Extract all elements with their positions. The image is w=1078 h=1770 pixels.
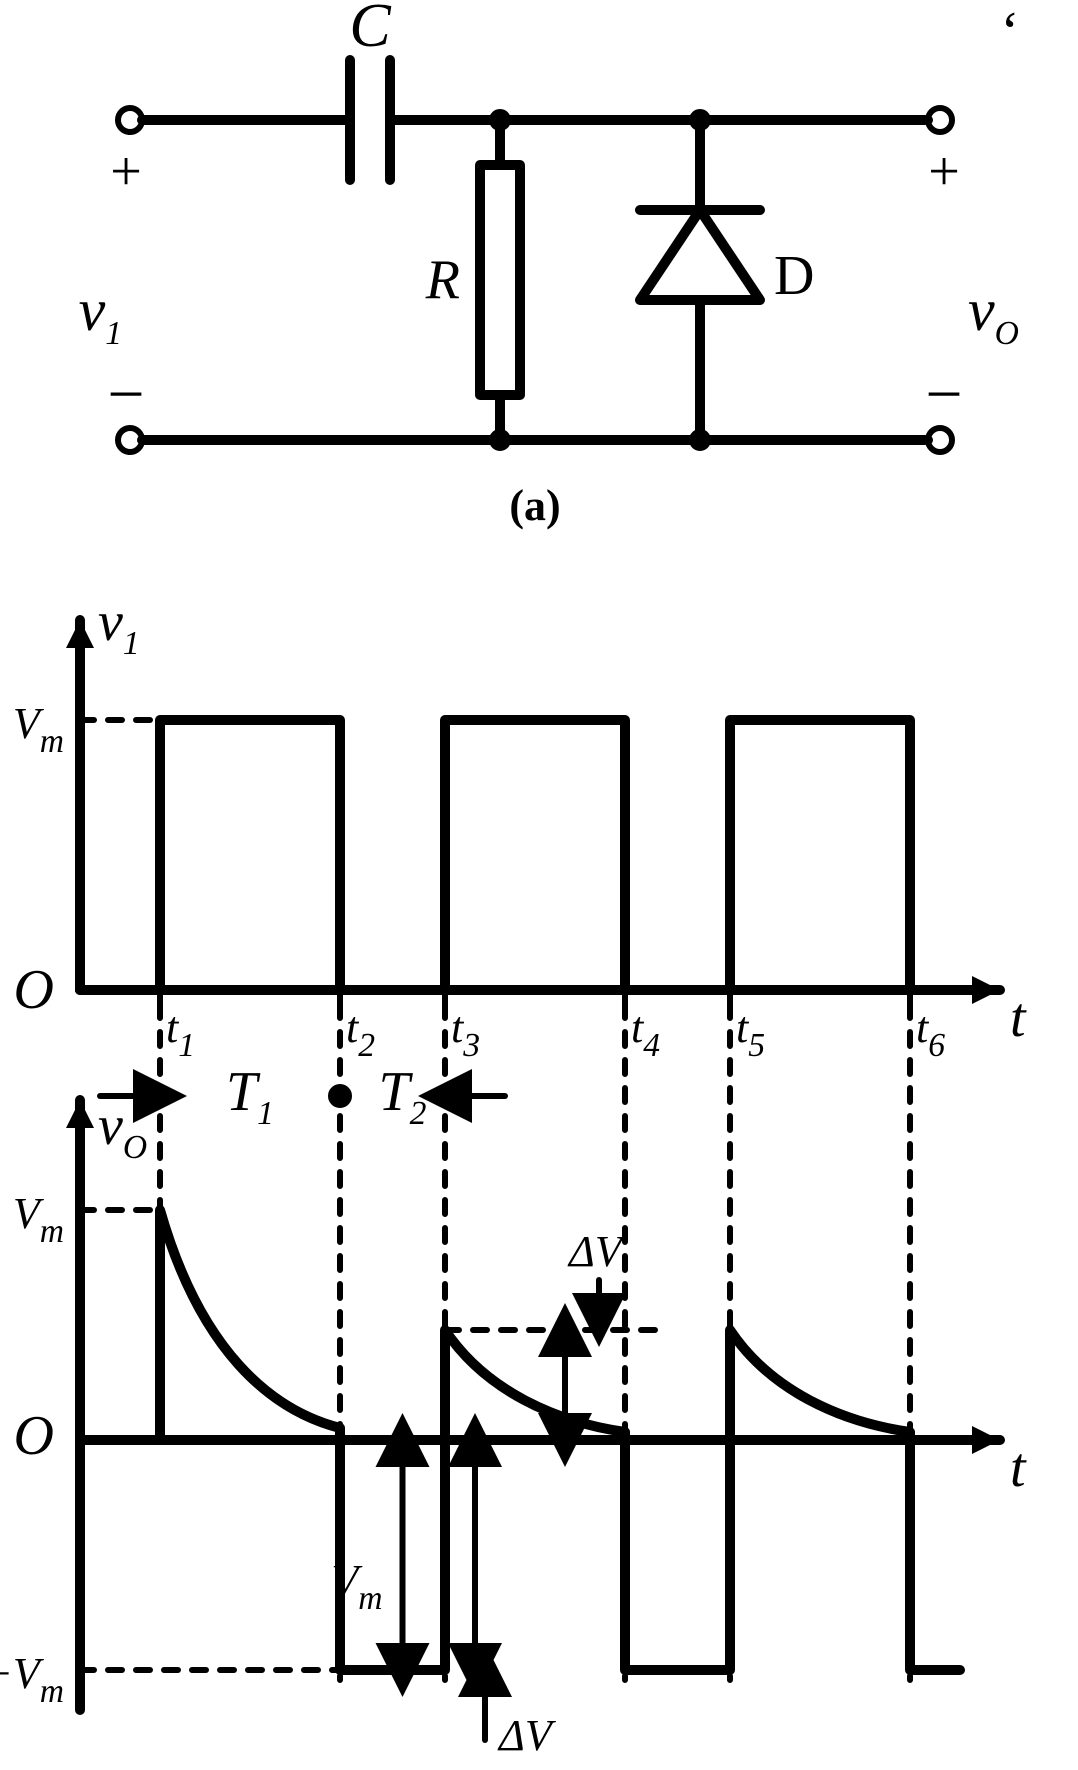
label-t3: t3 (451, 1003, 480, 1064)
label-vin: v1 (79, 277, 122, 352)
label-dV-top: ΔV (567, 1227, 627, 1276)
label-t1: t1 (166, 1003, 195, 1064)
label-vout: vO (968, 277, 1019, 352)
label-Vm-out: Vm (13, 1189, 64, 1250)
stray-mark: ‘ (1001, 1, 1020, 63)
label-t-out: t (1010, 1437, 1027, 1499)
label-C: C (349, 0, 391, 60)
caption-a: (a) (509, 481, 560, 530)
plus-left: + (110, 141, 142, 203)
label-T2: T2 (379, 1061, 427, 1132)
plus-right: + (928, 141, 960, 203)
label-t6: t6 (916, 1003, 945, 1064)
label-dV-bot: ΔV (497, 1711, 557, 1760)
label-T1: T1 (226, 1061, 274, 1132)
label-O-out: O (14, 1405, 54, 1467)
label-t4: t4 (631, 1003, 660, 1064)
label-D: D (774, 245, 814, 307)
label-O-in: O (14, 959, 54, 1021)
minus-right: − (925, 358, 962, 431)
label-vO-axis: vO (98, 1095, 147, 1166)
minus-left: − (107, 358, 144, 431)
label-negVm-out: −Vm (0, 1649, 64, 1710)
label-t-in: t (1010, 987, 1027, 1049)
label-v1-axis: v1 (98, 591, 140, 662)
diagram-svg: CRD+−+−v1vO(a)‘t1t2t3t4t5t6v1VmOtT1T2ΔVV… (0, 0, 1078, 1770)
label-Vm-in: Vm (13, 699, 64, 760)
label-R: R (425, 249, 460, 311)
label-t2: t2 (346, 1003, 375, 1064)
label-t5: t5 (736, 1003, 765, 1064)
